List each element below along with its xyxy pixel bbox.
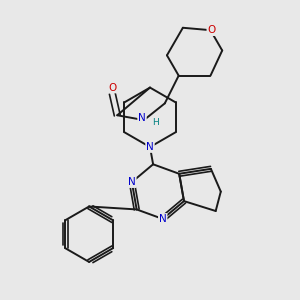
Text: N: N — [146, 142, 154, 152]
Text: H: H — [152, 118, 159, 127]
Text: O: O — [108, 82, 116, 92]
Text: N: N — [159, 214, 166, 224]
Text: N: N — [128, 177, 136, 187]
Text: N: N — [138, 113, 146, 123]
Text: O: O — [207, 25, 216, 35]
